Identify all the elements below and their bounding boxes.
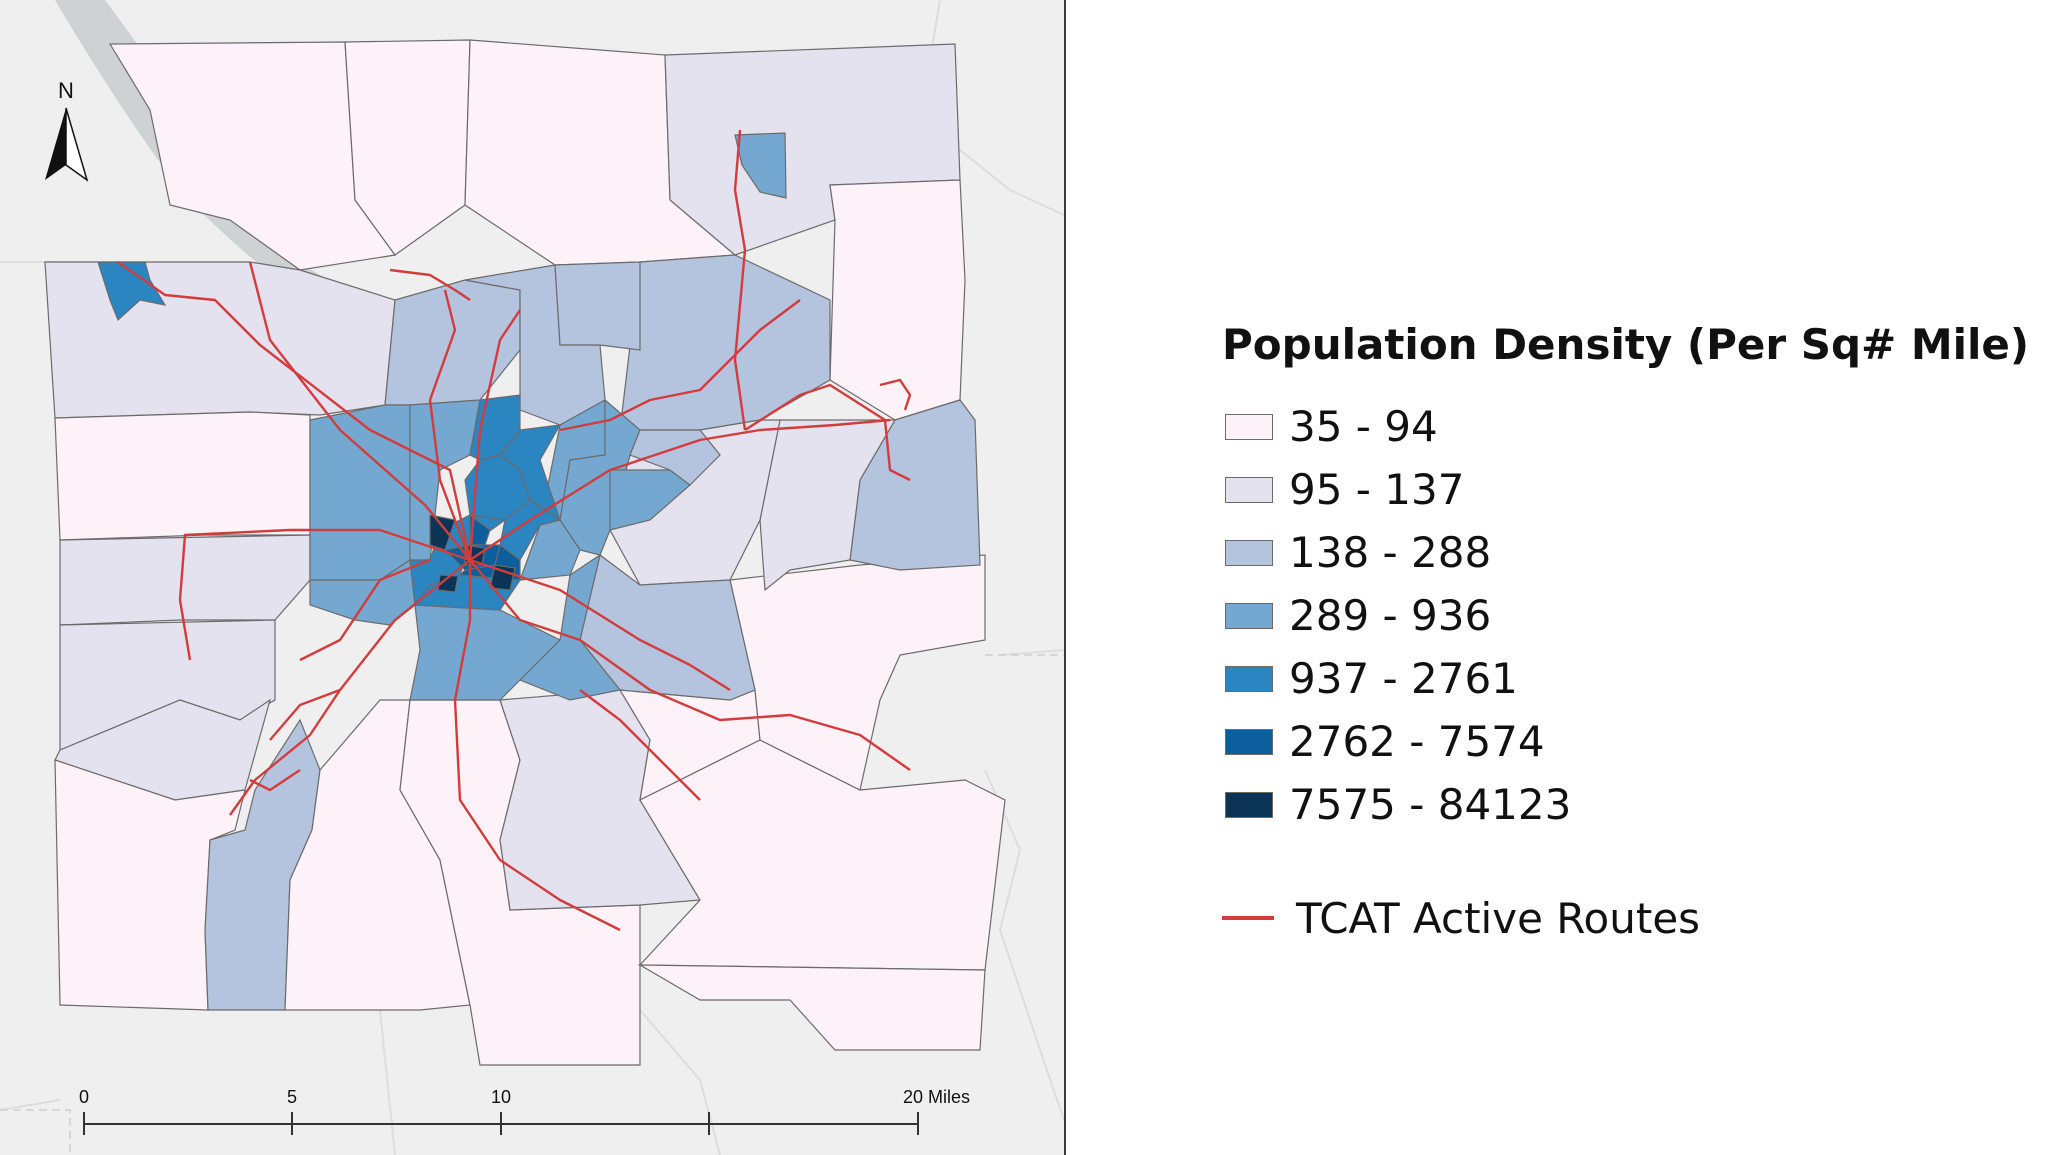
- legend-item-class-1: 35 - 94: [1222, 395, 2022, 458]
- legend-item-routes: TCAT Active Routes: [1222, 888, 2022, 948]
- legend-item-class-4: 289 - 936: [1222, 584, 2022, 647]
- legend-routes-label: TCAT Active Routes: [1296, 893, 1701, 943]
- route-line-symbol: [1222, 916, 1274, 920]
- north-arrow-dark-half: [45, 108, 66, 180]
- legend-item-class-5: 937 - 2761: [1222, 647, 2022, 710]
- north-arrow-light-half: [65, 107, 89, 182]
- legend-label: 2762 - 7574: [1289, 717, 1545, 766]
- legend-item-class-2: 95 - 137: [1222, 458, 2022, 521]
- tcat-routes: [117, 129, 912, 932]
- legend-label: 35 - 94: [1289, 402, 1438, 451]
- tract: [489, 564, 516, 591]
- legend-swatch: [1225, 602, 1273, 629]
- legend-swatch: [1225, 539, 1273, 566]
- scale-label-5: 5: [287, 1087, 297, 1107]
- map-canvas: N 0 5 10 20 Miles: [0, 0, 1064, 1155]
- tract: [44, 261, 396, 419]
- legend-swatch: [1225, 413, 1273, 440]
- tract: [97, 261, 167, 322]
- tract: [469, 513, 491, 546]
- tract: [409, 604, 562, 701]
- tract: [637, 964, 986, 1051]
- map-frame: N 0 5 10 20 Miles: [0, 0, 1066, 1155]
- legend-item-class-7: 7575 - 84123: [1222, 773, 2022, 836]
- tract: [629, 429, 721, 486]
- tract: [54, 411, 311, 541]
- tract: [429, 514, 456, 551]
- legend-swatch: [1225, 791, 1273, 818]
- census-tracts: [44, 39, 1006, 1066]
- tract: [344, 39, 471, 256]
- scale-label-20-miles: 20 Miles: [903, 1087, 970, 1107]
- legend-swatch: [1225, 476, 1273, 503]
- legend-item-class-3: 138 - 288: [1222, 521, 2022, 584]
- legend-item-class-6: 2762 - 7574: [1222, 710, 2022, 773]
- scale-bar: 0 5 10 20 Miles: [79, 1087, 970, 1135]
- north-arrow: N: [45, 78, 89, 182]
- legend-label: 937 - 2761: [1289, 654, 1518, 703]
- scale-label-10: 10: [491, 1087, 511, 1107]
- tract: [609, 469, 691, 531]
- north-label: N: [58, 78, 74, 103]
- legend-swatch: [1225, 728, 1273, 755]
- legend-label: 289 - 936: [1289, 591, 1492, 640]
- tract: [829, 179, 966, 421]
- legend-label: 138 - 288: [1289, 528, 1492, 577]
- legend-swatch: [1225, 665, 1273, 692]
- tract: [759, 419, 897, 592]
- legend-classes: 35 - 94 95 - 137 138 - 288 289 - 936 937…: [1222, 395, 2022, 836]
- map-legend: Population Density (Per Sq# Mile) 35 - 9…: [1222, 320, 2030, 948]
- legend-label: 95 - 137: [1289, 465, 1465, 514]
- tract: [309, 404, 411, 581]
- tract: [554, 261, 641, 351]
- tract: [734, 132, 787, 199]
- legend-title: Population Density (Per Sq# Mile): [1222, 320, 2030, 369]
- county-boundary: [0, 654, 1064, 1155]
- scale-label-0: 0: [79, 1087, 89, 1107]
- legend-label: 7575 - 84123: [1289, 780, 1572, 829]
